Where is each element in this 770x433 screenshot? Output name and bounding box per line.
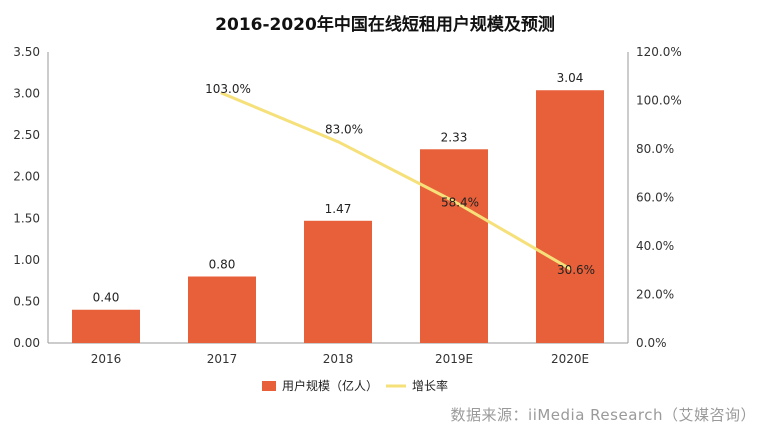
bar-2019E [420,149,488,343]
bar-value-label: 0.40 [93,291,120,305]
legend-line-label: 增长率 [412,378,448,393]
x-tick-label: 2016 [91,352,122,366]
y-right-tick-label: 80.0% [636,142,674,156]
bar-2020E [536,90,604,343]
data-labels: 0.40 0.80 1.47 2.33 3.04 103.0% 83.0% 58.4% 30.6… [93,71,595,304]
y-left-tick-label: 1.50 [13,211,40,225]
growth-value-label: 58.4% [441,195,479,209]
y-right-tick-label: 120.0% [636,45,682,59]
y-right-tick-label: 100.0% [636,94,682,108]
y-left-tick-label: 3.00 [13,87,40,101]
y-right-tick-label: 0.0% [636,336,667,350]
y-left-tick-label: 3.50 [13,45,40,59]
growth-value-label: 103.0% [205,82,251,96]
source-note: 数据来源：iiMedia Research（艾媒咨询） [450,406,756,424]
y-right-tick-label: 60.0% [636,191,674,205]
growth-line-series [220,91,572,271]
y-left-tick-label: 2.00 [13,170,40,184]
legend: 用户规模（亿人） 增长率 [262,378,448,393]
bar-value-label: 1.47 [325,202,352,216]
bar-series [72,90,604,343]
x-tick-label: 2019E [435,352,473,366]
bar-2017 [188,276,256,343]
y-left-tick-label: 2.50 [13,128,40,142]
legend-bar-label: 用户规模（亿人） [282,378,378,393]
bar-value-label: 2.33 [441,130,468,144]
axes-group: 0.00 0.50 1.00 1.50 2.00 2.50 3.00 3.50 0.0% 20.0… [13,45,681,366]
y-left-tick-label: 0.00 [13,336,40,350]
chart-title: 2016-2020年中国在线短租用户规模及预测 [215,14,555,35]
bar-2018 [304,220,372,343]
x-tick-label: 2018 [323,352,354,366]
x-tick-label: 2020E [551,352,589,366]
growth-line [220,91,572,271]
y-right-tick-label: 20.0% [636,288,674,302]
growth-value-label: 30.6% [557,263,595,277]
y-left-tick-label: 1.00 [13,253,40,267]
bar-value-label: 0.80 [209,257,236,271]
growth-value-label: 83.0% [325,123,363,137]
y-right-tick-label: 40.0% [636,239,674,253]
legend-bar-swatch [262,381,276,391]
bar-value-label: 3.04 [557,71,584,85]
bar-2016 [72,309,140,343]
y-left-tick-label: 0.50 [13,294,40,308]
x-tick-label: 2017 [207,352,238,366]
